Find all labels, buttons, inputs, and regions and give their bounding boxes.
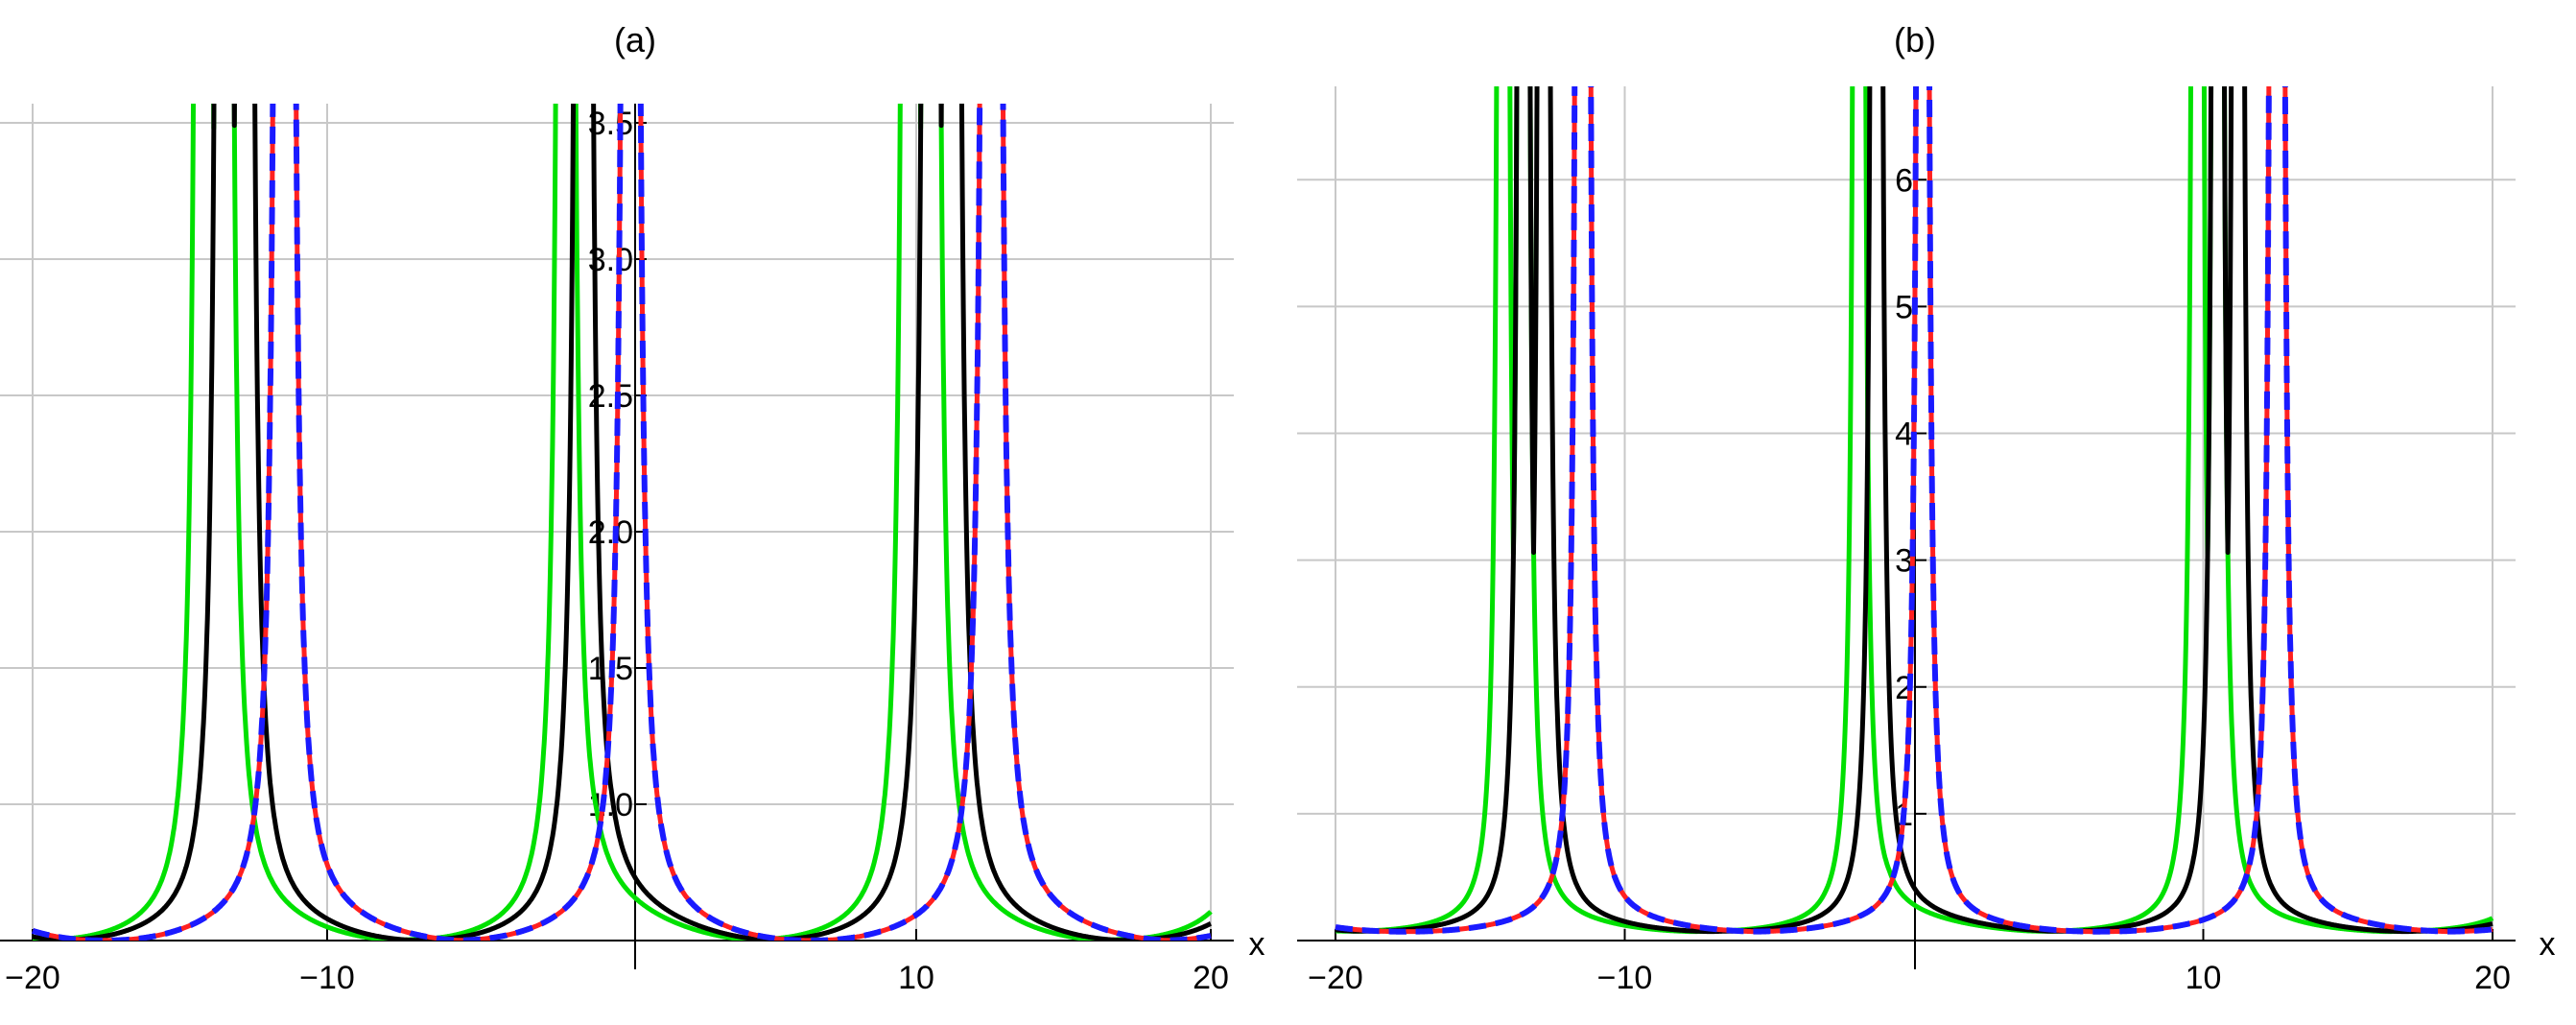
- panel-b-title: (b): [1894, 20, 1936, 60]
- y-tick-label: 2.0: [588, 514, 633, 551]
- series-group: [1333, 86, 2495, 935]
- x-tick-label: 10: [898, 960, 934, 996]
- y-tick-label: 3: [1895, 543, 1913, 580]
- x-tick-label: 10: [2186, 960, 2222, 996]
- panel-b-x-axis-label: x: [2540, 926, 2556, 963]
- x-tick-label: 20: [1193, 960, 1229, 996]
- series-group: [30, 104, 1214, 941]
- x-tick-label: −10: [299, 960, 355, 996]
- x-tick-label: −20: [5, 960, 60, 996]
- y-tick-label: 5: [1895, 289, 1913, 325]
- series-line: [30, 104, 1214, 941]
- series-line: [1333, 86, 2495, 935]
- x-tick-label: 20: [2474, 960, 2511, 996]
- x-tick-label: −10: [1597, 960, 1653, 996]
- series-line: [31, 104, 1213, 941]
- panel-a-x-axis-label: x: [1249, 926, 1265, 963]
- y-tick-label: 4: [1895, 417, 1913, 453]
- y-tick-label: 6: [1895, 162, 1913, 199]
- panel-a-title: (a): [614, 20, 656, 60]
- x-tick-label: −20: [1308, 960, 1363, 996]
- panel-a: (a) x −20 −10 10 201.01.52.02.53.03.5: [0, 20, 1265, 996]
